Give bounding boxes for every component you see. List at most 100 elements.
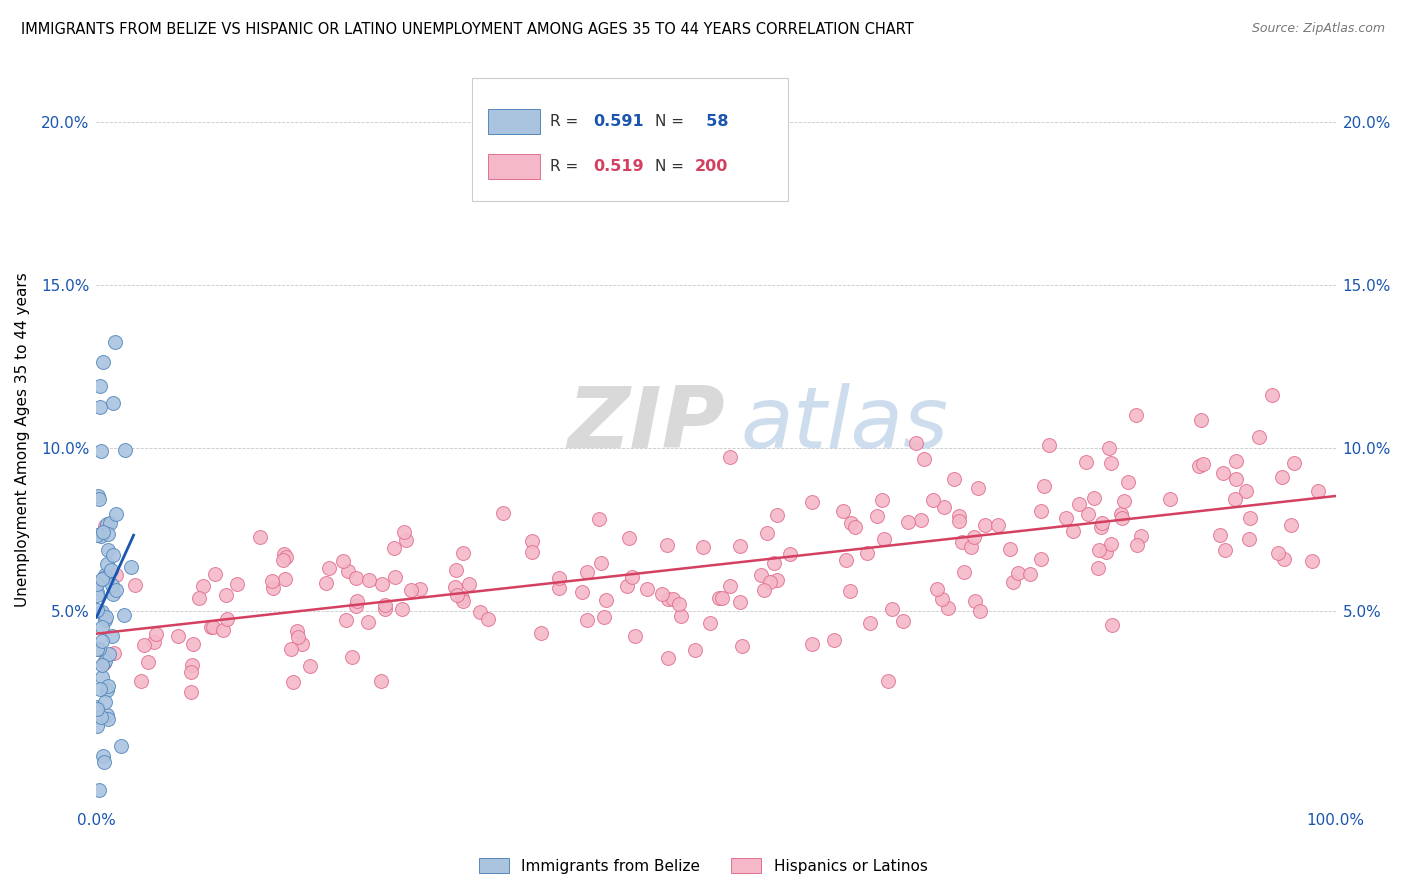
Point: [1306, 483, 1329, 498]
Point: [101, 548, 124, 562]
Point: [1188, 458, 1211, 473]
Point: [357, 615, 380, 630]
Point: [1272, 552, 1295, 566]
Point: [620, 570, 643, 584]
Text: R =: R =: [550, 114, 583, 128]
Point: [492, 506, 515, 520]
Point: [225, 577, 247, 591]
Point: [86, 641, 108, 656]
Point: [595, 593, 617, 607]
Point: [202, 620, 225, 634]
Point: [1301, 554, 1323, 568]
Point: [1031, 504, 1053, 518]
Point: [1279, 517, 1302, 532]
Point: [332, 554, 354, 568]
Point: [969, 604, 991, 618]
Point: [89, 681, 111, 696]
Point: [110, 739, 132, 754]
Point: [1001, 574, 1024, 589]
Point: [662, 592, 685, 607]
Text: 0.591: 0.591: [593, 114, 644, 128]
Point: [855, 546, 877, 560]
Point: [136, 656, 159, 670]
Point: [104, 507, 127, 521]
Point: [285, 624, 308, 638]
Point: [1007, 566, 1029, 580]
Point: [89, 400, 111, 414]
Point: [112, 608, 135, 623]
Point: [468, 605, 491, 619]
Point: [891, 614, 914, 628]
Point: [1109, 507, 1132, 521]
Point: [86, 585, 108, 599]
Point: [212, 624, 235, 638]
Point: [765, 573, 787, 587]
Point: [636, 582, 658, 596]
Point: [262, 581, 284, 595]
Point: [276, 550, 298, 565]
Text: atlas: atlas: [741, 384, 949, 467]
Point: [391, 602, 413, 616]
FancyBboxPatch shape: [472, 78, 787, 202]
Point: [1208, 527, 1230, 541]
Point: [291, 637, 314, 651]
Point: [520, 534, 543, 549]
Text: N =: N =: [655, 114, 685, 128]
Point: [191, 579, 214, 593]
Point: [872, 532, 894, 546]
Point: [395, 533, 418, 548]
Point: [1077, 508, 1099, 522]
Point: [96, 557, 118, 571]
Point: [779, 547, 801, 561]
Point: [731, 639, 754, 653]
Point: [94, 613, 117, 627]
Point: [838, 584, 860, 599]
Point: [1223, 491, 1246, 506]
Point: [651, 587, 673, 601]
Point: [910, 512, 932, 526]
Point: [710, 591, 733, 605]
Point: [91, 620, 114, 634]
Point: [274, 572, 297, 586]
Point: [204, 567, 226, 582]
Point: [94, 610, 117, 624]
Point: [89, 492, 111, 507]
Point: [271, 553, 294, 567]
Point: [762, 556, 785, 570]
Point: [93, 571, 115, 585]
Point: [623, 629, 645, 643]
Point: [759, 574, 782, 589]
Point: [104, 335, 127, 350]
Point: [132, 638, 155, 652]
Point: [967, 481, 990, 495]
Point: [974, 517, 997, 532]
Point: [1234, 483, 1257, 498]
Point: [298, 658, 321, 673]
Point: [87, 642, 110, 657]
Point: [1213, 542, 1236, 557]
Point: [90, 710, 112, 724]
Point: [477, 612, 499, 626]
Text: 58: 58: [695, 114, 728, 128]
Point: [925, 582, 948, 596]
Point: [548, 571, 571, 585]
Point: [94, 654, 117, 668]
Point: [183, 637, 205, 651]
Point: [382, 541, 405, 555]
Point: [86, 588, 108, 602]
Point: [1192, 457, 1215, 471]
Point: [103, 646, 125, 660]
Point: [1271, 469, 1294, 483]
Point: [86, 602, 108, 616]
Point: [344, 571, 367, 585]
Text: Source: ZipAtlas.com: Source: ZipAtlas.com: [1251, 22, 1385, 36]
Point: [1247, 430, 1270, 444]
Point: [963, 594, 986, 608]
Point: [718, 579, 741, 593]
Point: [1284, 456, 1306, 470]
Point: [1225, 454, 1247, 468]
Point: [96, 682, 118, 697]
Point: [91, 572, 114, 586]
Point: [962, 530, 984, 544]
Point: [921, 492, 943, 507]
